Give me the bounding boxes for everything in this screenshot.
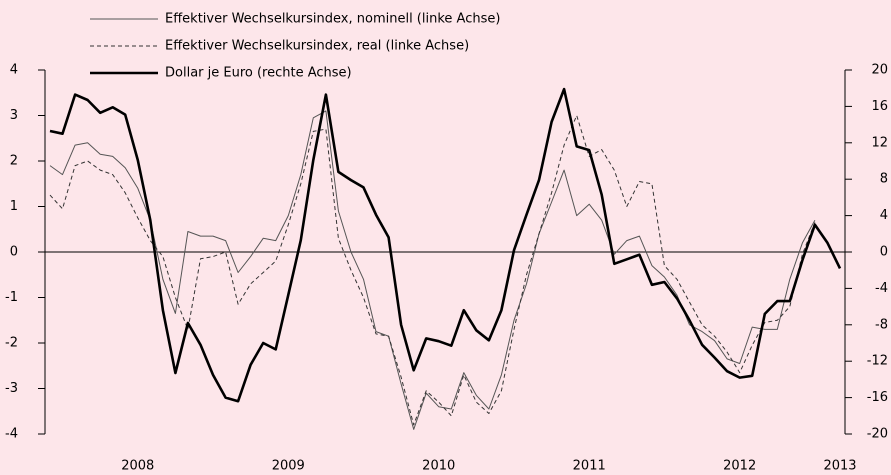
y2-tick-label: 8 [880,172,888,187]
y2-tick-label: -20 [867,427,888,442]
x-tick-label: 2013 [823,459,856,474]
y2-tick-label: 0 [880,245,888,260]
series-line [49,87,842,403]
y-tick-label: 0 [10,245,18,260]
y2-tick-label: -16 [867,390,888,405]
x-tick-label: 2010 [422,459,455,474]
y2-tick-label: -4 [875,281,888,296]
y-tick-label: -3 [5,381,18,396]
y2-tick-label: 12 [871,135,888,150]
x-tick-label: 2008 [121,459,154,474]
y-tick-label: 3 [10,108,18,123]
x-tick-label: 2011 [573,459,606,474]
y2-tick-label: -12 [867,354,888,369]
y2-tick-label: 20 [871,63,888,78]
series-line [49,115,816,426]
y-tick-label: 4 [10,63,18,78]
y2-tick-label: 4 [880,208,888,223]
legend-label: Effektiver Wechselkursindex, real (linke… [165,39,469,54]
series-line [49,110,816,430]
legend-label: Effektiver Wechselkursindex, nominell (l… [165,12,500,27]
y-tick-label: -1 [5,290,18,305]
y-tick-label: -4 [5,427,18,442]
x-tick-label: 2012 [723,459,756,474]
y2-tick-label: 16 [871,99,888,114]
x-tick-label: 2009 [272,459,305,474]
y-tick-label: 2 [10,154,18,169]
legend-label: Dollar je Euro (rechte Achse) [165,66,352,81]
y-tick-label: -2 [5,336,18,351]
y-tick-label: 1 [10,199,18,214]
y2-tick-label: -8 [875,317,888,332]
